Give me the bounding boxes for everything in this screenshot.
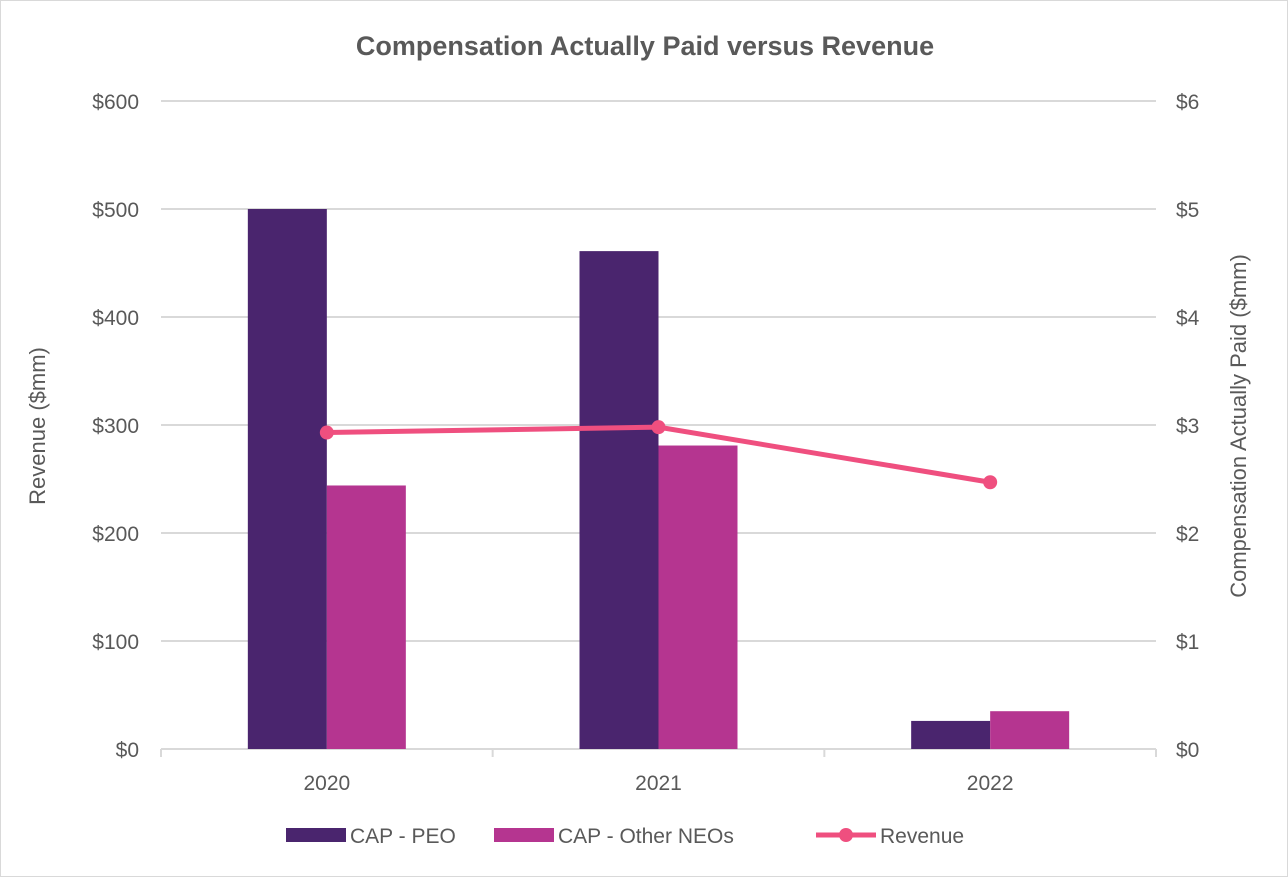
left-tick-label: $500 bbox=[92, 199, 139, 222]
right-tick-label: $0 bbox=[1176, 739, 1199, 762]
bar-cap-peo bbox=[911, 720, 991, 749]
bar-cap-peo bbox=[247, 209, 327, 749]
legend-label: Revenue bbox=[880, 825, 964, 848]
x-tick-label: 2020 bbox=[303, 772, 350, 795]
right-tick-label: $3 bbox=[1176, 415, 1199, 438]
left-tick-label: $300 bbox=[92, 415, 139, 438]
left-tick-label: $100 bbox=[92, 631, 139, 654]
right-tick-label: $4 bbox=[1176, 307, 1200, 330]
revenue-point bbox=[983, 475, 998, 490]
legend-swatch bbox=[286, 828, 346, 842]
right-tick-label: $6 bbox=[1176, 91, 1199, 114]
legend-swatch bbox=[494, 828, 554, 842]
left-tick-label: $400 bbox=[92, 307, 139, 330]
left-tick-label: $200 bbox=[92, 523, 139, 546]
revenue-point bbox=[651, 420, 666, 435]
bar-cap-other-neos bbox=[658, 445, 738, 749]
legend-label: CAP - PEO bbox=[350, 825, 456, 848]
legend: CAP - PEO CAP - Other NEOs Revenue bbox=[286, 825, 964, 848]
left-axis-label: Revenue ($mm) bbox=[25, 347, 50, 505]
legend-swatch-marker bbox=[839, 828, 853, 842]
legend-label: CAP - Other NEOs bbox=[558, 825, 734, 848]
revenue-point bbox=[319, 425, 334, 440]
right-tick-label: $1 bbox=[1176, 631, 1199, 654]
left-tick-label: $600 bbox=[92, 91, 139, 114]
bar-cap-peo bbox=[579, 251, 659, 749]
right-tick-label: $5 bbox=[1176, 199, 1199, 222]
right-tick-label: $2 bbox=[1176, 523, 1199, 546]
right-axis-label: Compensation Actually Paid ($mm) bbox=[1226, 254, 1251, 598]
x-tick-label: 2021 bbox=[635, 772, 682, 795]
chart-title: Compensation Actually Paid versus Revenu… bbox=[356, 31, 934, 61]
left-tick-label: $0 bbox=[116, 739, 139, 762]
bar-cap-other-neos bbox=[326, 485, 406, 749]
bar-cap-other-neos bbox=[990, 711, 1070, 749]
x-tick-label: 2022 bbox=[967, 772, 1014, 795]
